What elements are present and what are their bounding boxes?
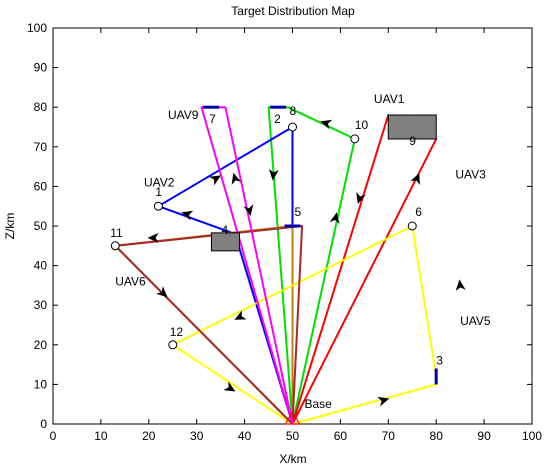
y-tick-label: 0: [40, 417, 47, 431]
y-tick-label: 90: [34, 61, 48, 75]
y-tick-label: 30: [34, 298, 48, 312]
arrow-head: [231, 172, 242, 185]
y-tick-label: 100: [27, 21, 47, 35]
direction-arrow: [320, 119, 333, 130]
path-uav5: [171, 225, 438, 425]
x-tick-label: 10: [94, 429, 108, 443]
x-tick-label: 30: [190, 429, 204, 443]
arrow-head: [410, 172, 420, 185]
y-tick-label: 80: [34, 100, 48, 114]
target-circle-10: [350, 134, 360, 144]
uav-label: UAV2: [144, 175, 175, 189]
direction-arrow: [356, 192, 366, 205]
target-circle-1: [153, 201, 163, 211]
target-box-9: [387, 114, 437, 140]
target-label-6: 6: [415, 205, 422, 219]
direction-arrow: [377, 396, 390, 407]
target-bar-7: [203, 105, 220, 109]
target-label-10: 10: [355, 118, 369, 132]
x-tick-label: 40: [238, 429, 252, 443]
y-tick-label: 60: [34, 179, 48, 193]
y-tick-label: 50: [34, 219, 48, 233]
x-tick-label: 70: [382, 429, 396, 443]
y-tick-label: 40: [34, 259, 48, 273]
direction-arrow: [147, 232, 159, 243]
x-tick-label: 20: [142, 429, 156, 443]
arrow-head: [209, 175, 222, 186]
target-label-11: 11: [110, 226, 123, 240]
target-label-8: 8: [290, 104, 297, 118]
target-label-1: 1: [155, 185, 162, 199]
direction-arrow: [410, 172, 420, 185]
y-tick-label: 70: [34, 140, 48, 154]
direction-arrow: [329, 212, 340, 224]
arrow-head: [181, 210, 194, 221]
arrow-head: [234, 310, 247, 320]
target-circle-6: [407, 221, 417, 231]
x-axis-label: X/km: [279, 452, 306, 466]
target-label-9: 9: [409, 134, 416, 148]
direction-arrow: [455, 279, 466, 291]
x-tick-label: 90: [477, 429, 491, 443]
target-box-4: [210, 232, 240, 252]
uav-label: UAV6: [115, 274, 146, 288]
target-label-3: 3: [436, 353, 443, 367]
arrow-head: [455, 279, 466, 291]
arrow-head: [268, 169, 279, 181]
x-tick-label: 60: [334, 429, 348, 443]
direction-arrow: [234, 310, 247, 320]
target-label-5: 5: [295, 205, 302, 219]
arrow-head: [329, 212, 340, 224]
base-marker: [284, 410, 301, 425]
direction-arrow: [209, 175, 222, 186]
target-circle-8: [288, 122, 297, 132]
x-tick-label: 100: [522, 429, 542, 443]
uav-label: UAV5: [460, 314, 491, 328]
y-tick-label: 10: [34, 377, 48, 391]
target-circle-12: [168, 340, 178, 350]
direction-arrow: [231, 172, 242, 185]
arrow-head: [243, 204, 254, 217]
x-tick-label: 50: [286, 429, 300, 443]
target-bar-5: [284, 224, 301, 228]
path-uav6: [114, 225, 304, 425]
x-tick-label: 80: [430, 429, 444, 443]
direction-arrow: [181, 210, 194, 221]
x-tick-label: 0: [50, 429, 57, 443]
uav-label: UAV9: [168, 108, 199, 122]
uav-label: UAV3: [455, 167, 486, 181]
target-bar-3: [434, 368, 438, 385]
arrow-head: [320, 119, 333, 130]
target-label-12: 12: [170, 325, 184, 339]
direction-arrows: [147, 119, 466, 407]
arrow-head: [356, 192, 366, 205]
arrow-head: [156, 286, 168, 298]
direction-arrow: [223, 381, 236, 392]
target-circle-11: [110, 241, 120, 251]
axis-ticks: 0 10 20 30 40 50 60 70 80 90 100 0 10 20 30 40 50 60 70 80 9…: [27, 21, 542, 443]
direction-arrow: [156, 286, 168, 298]
target-bar-2: [270, 105, 287, 109]
direction-arrow: [243, 204, 254, 217]
direction-arrow: [268, 169, 279, 181]
arrow-head: [223, 381, 236, 392]
y-tick-label: 20: [34, 338, 48, 352]
target-label-2: 2: [274, 112, 281, 126]
uav-label: UAV1: [374, 92, 405, 106]
target-label-7: 7: [209, 112, 216, 126]
path-uav1: [267, 106, 356, 425]
arrow-head: [147, 232, 159, 243]
chart-title: Target Distribution Map: [231, 4, 355, 18]
uav-labels: UAV1 UAV2 UAV3 UAV5 UAV6 UAV9: [115, 92, 491, 328]
arrow-head: [377, 396, 390, 407]
target-label-4: 4: [221, 223, 228, 237]
y-axis-label: Z/km: [3, 213, 17, 240]
base-label: Base: [305, 397, 333, 411]
